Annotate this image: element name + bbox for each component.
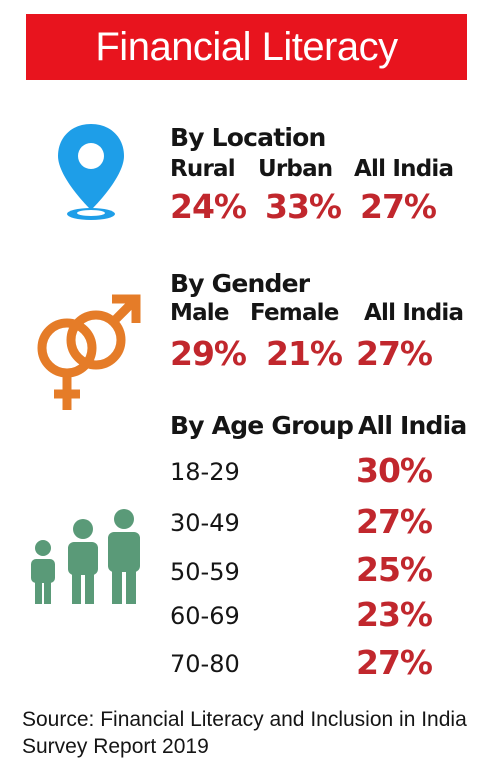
age-value-18-29: 30% — [356, 451, 433, 490]
gender-label-male: Male — [170, 300, 229, 326]
age-label-50-59: 50-59 — [170, 558, 240, 586]
gender-value-all-india: 27% — [356, 334, 433, 373]
title-banner: Financial Literacy — [26, 14, 467, 80]
people-family-icon — [31, 509, 140, 604]
age-label-18-29: 18-29 — [170, 458, 240, 486]
source-note: Source: Financial Literacy and Inclusion… — [22, 708, 467, 758]
location-label-rural: Rural — [170, 156, 236, 182]
age-group-column-header: All India — [358, 411, 467, 440]
location-value-all-india: 27% — [360, 187, 437, 226]
age-label-30-49: 30-49 — [170, 509, 240, 537]
page-title: Financial Literacy — [95, 25, 398, 69]
age-value-60-69: 23% — [356, 595, 433, 634]
gender-symbols-icon — [37, 294, 141, 410]
gender-value-male: 29% — [170, 334, 247, 373]
gender-label-all-india: All India — [364, 300, 464, 326]
age-label-70-80: 70-80 — [170, 650, 240, 678]
age-value-70-80: 27% — [356, 643, 433, 682]
age-label-60-69: 60-69 — [170, 602, 240, 630]
gender-heading: By Gender — [170, 269, 310, 298]
location-value-rural: 24% — [170, 187, 247, 226]
age-value-50-59: 25% — [356, 550, 433, 589]
location-label-urban: Urban — [258, 156, 333, 182]
age-value-30-49: 27% — [356, 502, 433, 541]
map-pin-icon — [58, 124, 124, 220]
location-value-urban: 33% — [265, 187, 342, 226]
location-heading: By Location — [170, 123, 326, 152]
location-label-all-india: All India — [354, 156, 454, 182]
gender-value-female: 21% — [266, 334, 343, 373]
age-group-heading: By Age Group — [170, 411, 354, 440]
gender-label-female: Female — [250, 300, 339, 326]
